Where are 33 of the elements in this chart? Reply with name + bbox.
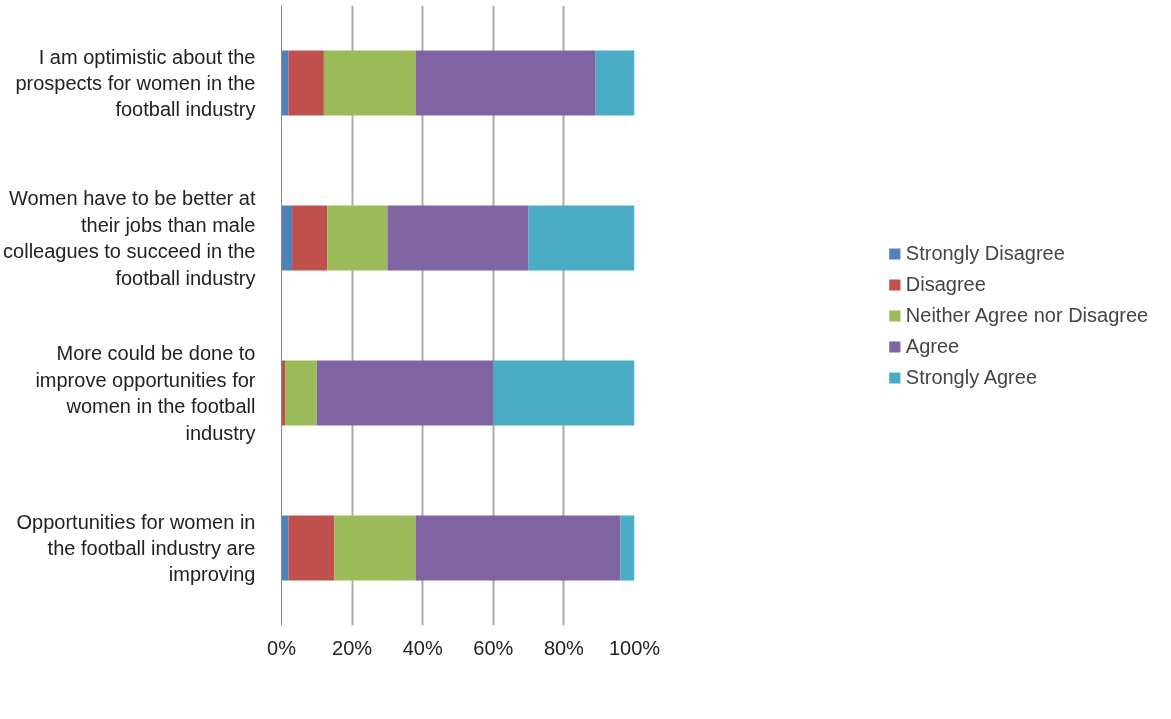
bar xyxy=(528,205,635,271)
x-tick-label: 60% xyxy=(473,636,514,659)
x-tick-label: 80% xyxy=(543,636,585,659)
y-tick-label: Women have to be better at their jobs than male colleagues to succeed in the football industry xyxy=(3,187,256,289)
bar xyxy=(288,515,335,581)
x-tick-label: 0% xyxy=(267,636,297,659)
y-tick-label: I am optimistic about the prospects for women in the football industry xyxy=(15,45,256,121)
bar xyxy=(493,360,635,426)
bar xyxy=(387,205,529,271)
bar xyxy=(323,50,416,116)
y-tick-label: Opportunities for women in the football industry are improving xyxy=(16,510,256,586)
bar xyxy=(327,205,388,271)
legend-label: Disagree xyxy=(905,272,986,296)
bar xyxy=(281,205,293,271)
bar xyxy=(415,50,596,116)
x-tick-label: 40% xyxy=(402,636,443,659)
legend-label: Strongly Agree xyxy=(905,365,1038,389)
legend-label: Neither Agree nor Disagree xyxy=(905,303,1149,327)
bar xyxy=(620,515,635,581)
bar xyxy=(595,50,635,116)
bar xyxy=(334,515,416,581)
legend-label: Agree xyxy=(905,334,960,358)
y-tick-label: More could be done to improve opportunities for women in the football industry xyxy=(35,342,256,444)
legend-label: Strongly Disagree xyxy=(905,241,1065,265)
bar xyxy=(281,50,289,116)
x-tick-label: 20% xyxy=(332,636,373,659)
x-tick-label: 100% xyxy=(608,636,661,659)
bar xyxy=(288,50,324,116)
bar xyxy=(415,515,621,581)
bar xyxy=(281,515,289,581)
bar xyxy=(285,360,317,426)
bar xyxy=(316,360,494,426)
bar xyxy=(292,205,328,271)
